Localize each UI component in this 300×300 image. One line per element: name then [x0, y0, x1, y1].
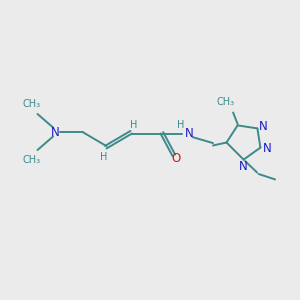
Text: N: N	[51, 125, 60, 139]
Text: H: H	[100, 152, 107, 162]
Text: N: N	[184, 127, 194, 140]
Text: CH₃: CH₃	[22, 99, 40, 110]
Text: CH₃: CH₃	[22, 154, 40, 165]
Text: H: H	[130, 119, 137, 130]
Text: N: N	[239, 160, 248, 173]
Text: H: H	[177, 120, 184, 130]
Text: N: N	[262, 142, 272, 155]
Text: N: N	[259, 119, 268, 133]
Text: O: O	[172, 152, 181, 165]
Text: CH₃: CH₃	[217, 97, 235, 107]
